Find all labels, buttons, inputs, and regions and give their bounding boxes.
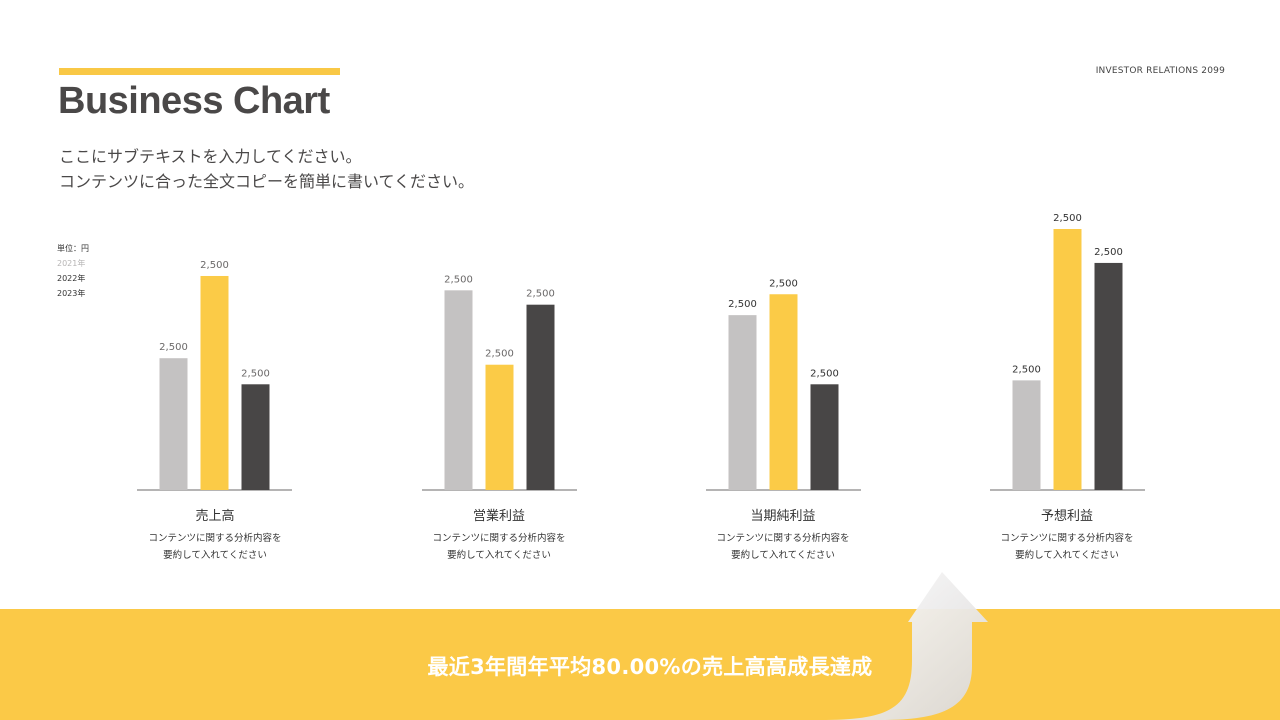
group-text-yoso-rieki: 予想利益 コンテンツに関する分析内容を 要約して入れてください: [957, 508, 1177, 564]
group-desc: コンテンツに関する分析内容を 要約して入れてください: [1000, 533, 1134, 561]
bar-売上高-2023年: [241, 384, 270, 490]
bar-予想利益-2022年: [1053, 229, 1082, 490]
investor-relations-tag: INVESTOR RELATIONS 2099: [1095, 66, 1225, 76]
data-label: 2,500: [769, 278, 798, 289]
growth-headline: 最近3年間年平均80.00%の売上高高成長達成: [427, 655, 873, 679]
group-name: 予想利益: [1040, 509, 1093, 524]
group-text-uriage: 売上高 コンテンツに関する分析内容を 要約して入れてください: [105, 508, 325, 564]
legend-item-2022: 2022年: [57, 274, 86, 283]
data-label: 2,500: [241, 368, 270, 379]
group-desc: コンテンツに関する分析内容を 要約して入れてください: [432, 533, 566, 561]
bar-予想利益-2023年: [1094, 262, 1123, 490]
bar-当期純利益-2021年: [728, 315, 757, 490]
bar-営業利益-2022年: [485, 364, 514, 490]
chart-legend: 単位：円 2021年 2022年 2023年: [57, 241, 89, 301]
data-label: 2,500: [1053, 213, 1082, 224]
data-label: 2,500: [810, 368, 839, 379]
bar-営業利益-2023年: [526, 304, 555, 490]
group-desc: コンテンツに関する分析内容を 要約して入れてください: [716, 533, 850, 561]
group-name: 売上高: [195, 509, 235, 524]
bar-chart: 2,500 2,500 2,500 2,500 2,500 2,500 2,500 2,500…: [137, 213, 1145, 491]
legend-unit: 単位：円: [57, 244, 89, 253]
data-label: 2,500: [485, 349, 514, 360]
bar-予想利益-2021年: [1012, 380, 1041, 490]
group-name: 営業利益: [472, 509, 525, 524]
subtitle-line-2: コンテンツに合った全文コピーを簡単に書いてください。: [59, 172, 475, 191]
data-label: 2,500: [444, 274, 473, 285]
data-label: 2,500: [200, 260, 229, 271]
title-accent-bar: [59, 68, 340, 75]
group-desc: コンテンツに関する分析内容を 要約して入れてください: [148, 533, 282, 561]
footer-banner: [0, 609, 1280, 720]
group-name: 当期純利益: [750, 509, 816, 524]
group-text-eigyo-rieki: 営業利益 コンテンツに関する分析内容を 要約して入れてください: [389, 508, 609, 564]
bar-営業利益-2021年: [444, 290, 473, 490]
bar-売上高-2021年: [159, 358, 188, 490]
data-label: 2,500: [526, 289, 555, 300]
data-label: 2,500: [1094, 247, 1123, 258]
legend-item-2021: 2021年: [57, 259, 86, 268]
bar-売上高-2022年: [200, 275, 229, 490]
legend-item-2023: 2023年: [57, 289, 86, 298]
data-label: 2,500: [159, 342, 188, 353]
bar-当期純利益-2022年: [769, 294, 798, 490]
data-label: 2,500: [1012, 364, 1041, 375]
group-text-junrieki: 当期純利益 コンテンツに関する分析内容を 要約して入れてください: [673, 508, 893, 564]
subtitle: ここにサブテキストを入力してください。 コンテンツに合った全文コピーを簡単に書い…: [59, 144, 474, 194]
page-title: Business Chart: [58, 80, 330, 122]
bar-当期純利益-2023年: [810, 384, 839, 490]
growth-arrow-icon: [820, 572, 988, 720]
subtitle-line-1: ここにサブテキストを入力してください。: [59, 147, 362, 166]
data-label: 2,500: [728, 299, 757, 310]
